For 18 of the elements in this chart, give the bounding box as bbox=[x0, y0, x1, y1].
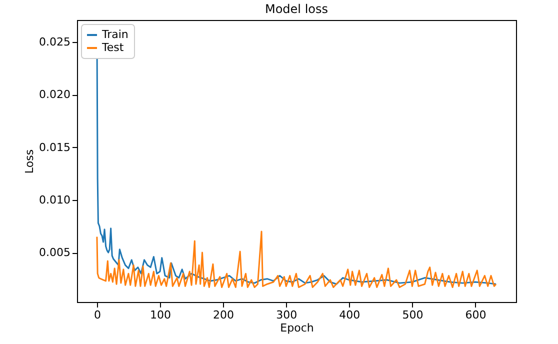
x-tick-label: 300 bbox=[276, 308, 298, 322]
x-tick-label: 500 bbox=[402, 308, 424, 322]
x-tick-label: 600 bbox=[465, 308, 486, 322]
line-series bbox=[96, 230, 497, 288]
legend-label: Train bbox=[101, 28, 128, 41]
y-tick-label: 0.020 bbox=[39, 88, 70, 102]
y-tick-label: 0.010 bbox=[39, 193, 70, 206]
x-tick-label: 0 bbox=[94, 308, 101, 322]
x-tick-label: 400 bbox=[339, 308, 360, 322]
legend-label: Test bbox=[101, 41, 124, 54]
y-tick-label: 0.025 bbox=[39, 36, 70, 49]
y-tick-label: 0.015 bbox=[39, 140, 70, 154]
y-tick-label: 0.005 bbox=[39, 246, 70, 260]
y-axis-title: Loss bbox=[23, 149, 36, 174]
x-axis-title: Epoch bbox=[280, 322, 314, 334]
chart-title: Model loss bbox=[264, 2, 328, 16]
x-tick-label: 200 bbox=[213, 308, 234, 322]
x-tick-label: 100 bbox=[150, 308, 171, 322]
